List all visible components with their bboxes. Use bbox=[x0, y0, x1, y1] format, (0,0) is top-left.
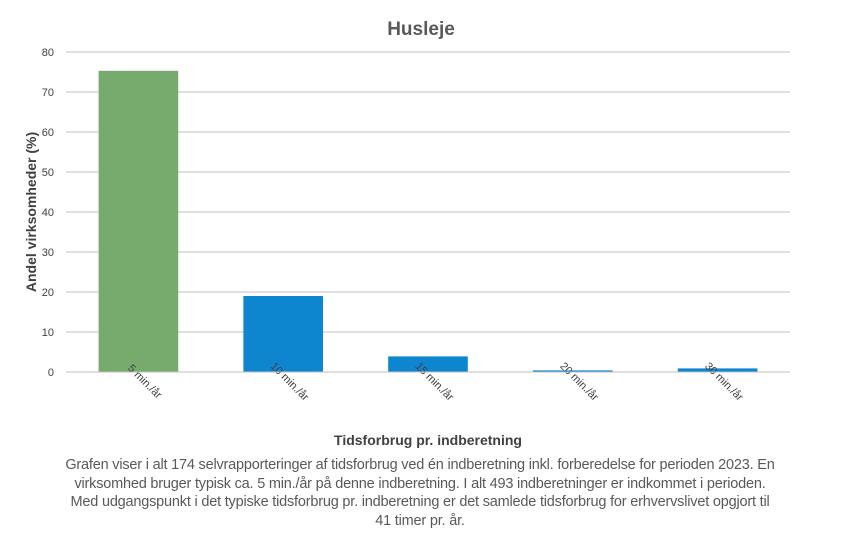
bar bbox=[243, 296, 324, 372]
bar bbox=[98, 70, 179, 373]
y-tick-label: 30 bbox=[42, 247, 54, 259]
y-tick-label: 20 bbox=[42, 287, 54, 299]
chart-title: Husleje bbox=[387, 19, 455, 40]
bar bbox=[388, 356, 468, 372]
gridlines bbox=[66, 51, 790, 373]
y-tick-label: 70 bbox=[42, 87, 54, 99]
x-axis-label: Tidsforbrug pr. indberetning bbox=[334, 432, 522, 448]
bar bbox=[532, 370, 613, 372]
bars bbox=[98, 70, 758, 373]
x-tick-label: 20 min./år bbox=[557, 360, 600, 403]
y-tick-label: 0 bbox=[48, 367, 54, 379]
bar bbox=[677, 368, 758, 372]
x-tick-label: 30 min./år bbox=[702, 360, 745, 403]
y-axis-label: Andel virksomheder (%) bbox=[23, 132, 39, 292]
y-tick-label: 10 bbox=[42, 327, 54, 339]
y-tick-label: 80 bbox=[42, 47, 54, 59]
y-tick-label: 60 bbox=[42, 127, 54, 139]
y-tick-label: 50 bbox=[42, 167, 54, 179]
y-tick-label: 40 bbox=[42, 207, 54, 219]
chart-caption: Grafen viser i alt 174 selvrapporteringe… bbox=[65, 457, 775, 529]
y-axis-ticks: 0 10 20 30 40 50 60 70 80 bbox=[42, 47, 54, 379]
